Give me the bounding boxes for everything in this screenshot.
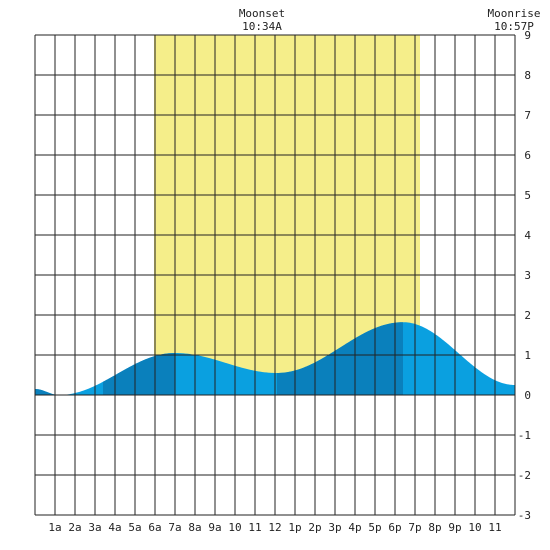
y-tick-label: 4 xyxy=(524,229,531,242)
y-tick-label: -3 xyxy=(518,509,531,522)
x-tick-label: 8a xyxy=(188,521,201,534)
moonrise-time: 10:57P xyxy=(494,20,534,33)
tide-band-dark-1 xyxy=(35,389,59,395)
tide-band-dark-2 xyxy=(103,353,175,395)
y-tick-label: 5 xyxy=(524,189,531,202)
moonrise-label: Moonrise xyxy=(487,7,541,20)
y-tick-label: 9 xyxy=(524,29,531,42)
x-tick-label: 3p xyxy=(328,521,341,534)
x-tick-label: 8p xyxy=(428,521,441,534)
x-tick-label: 12 xyxy=(268,521,281,534)
y-tick-label: 0 xyxy=(524,389,531,402)
x-tick-label: 5p xyxy=(368,521,381,534)
x-tick-label: 1p xyxy=(288,521,301,534)
x-axis-labels: 1a 2a 3a 4a 5a 6a 7a 8a 9a 10 11 12 1p 2p 3p 4p 5p 6p 7p 8p… xyxy=(48,521,501,534)
x-tick-label: 4p xyxy=(348,521,361,534)
tide-band-dark-3 xyxy=(277,322,403,395)
moonset-annotation: Moonset 10:34A xyxy=(222,7,302,33)
x-tick-label: 5a xyxy=(128,521,141,534)
x-tick-label: 11 xyxy=(248,521,261,534)
y-tick-label: 3 xyxy=(524,269,531,282)
y-tick-label: 7 xyxy=(524,109,531,122)
x-tick-label: 11 xyxy=(488,521,501,534)
x-tick-label: 10 xyxy=(228,521,241,534)
moonset-time: 10:34A xyxy=(242,20,282,33)
y-tick-label: 2 xyxy=(524,309,531,322)
x-tick-label: 7p xyxy=(408,521,421,534)
y-tick-label: -2 xyxy=(518,469,531,482)
y-tick-label: 6 xyxy=(524,149,531,162)
x-tick-label: 2a xyxy=(68,521,81,534)
x-tick-label: 7a xyxy=(168,521,181,534)
x-tick-label: 9p xyxy=(448,521,461,534)
x-tick-label: 6a xyxy=(148,521,161,534)
moonset-label: Moonset xyxy=(238,7,286,20)
x-tick-label: 3a xyxy=(88,521,101,534)
grid-lines xyxy=(34,34,516,516)
y-tick-label: 1 xyxy=(524,349,531,362)
y-tick-label: -1 xyxy=(518,429,531,442)
x-tick-label: 1a xyxy=(48,521,61,534)
moonrise-annotation: Moonrise 10:57P xyxy=(478,7,550,33)
x-tick-label: 6p xyxy=(388,521,401,534)
x-tick-label: 4a xyxy=(108,521,121,534)
x-tick-label: 10 xyxy=(468,521,481,534)
x-tick-label: 2p xyxy=(308,521,321,534)
y-tick-label: 8 xyxy=(524,69,531,82)
y-axis-labels: -3 -2 -1 0 1 2 3 4 5 6 7 8 9 xyxy=(518,29,532,522)
x-tick-label: 9a xyxy=(208,521,221,534)
